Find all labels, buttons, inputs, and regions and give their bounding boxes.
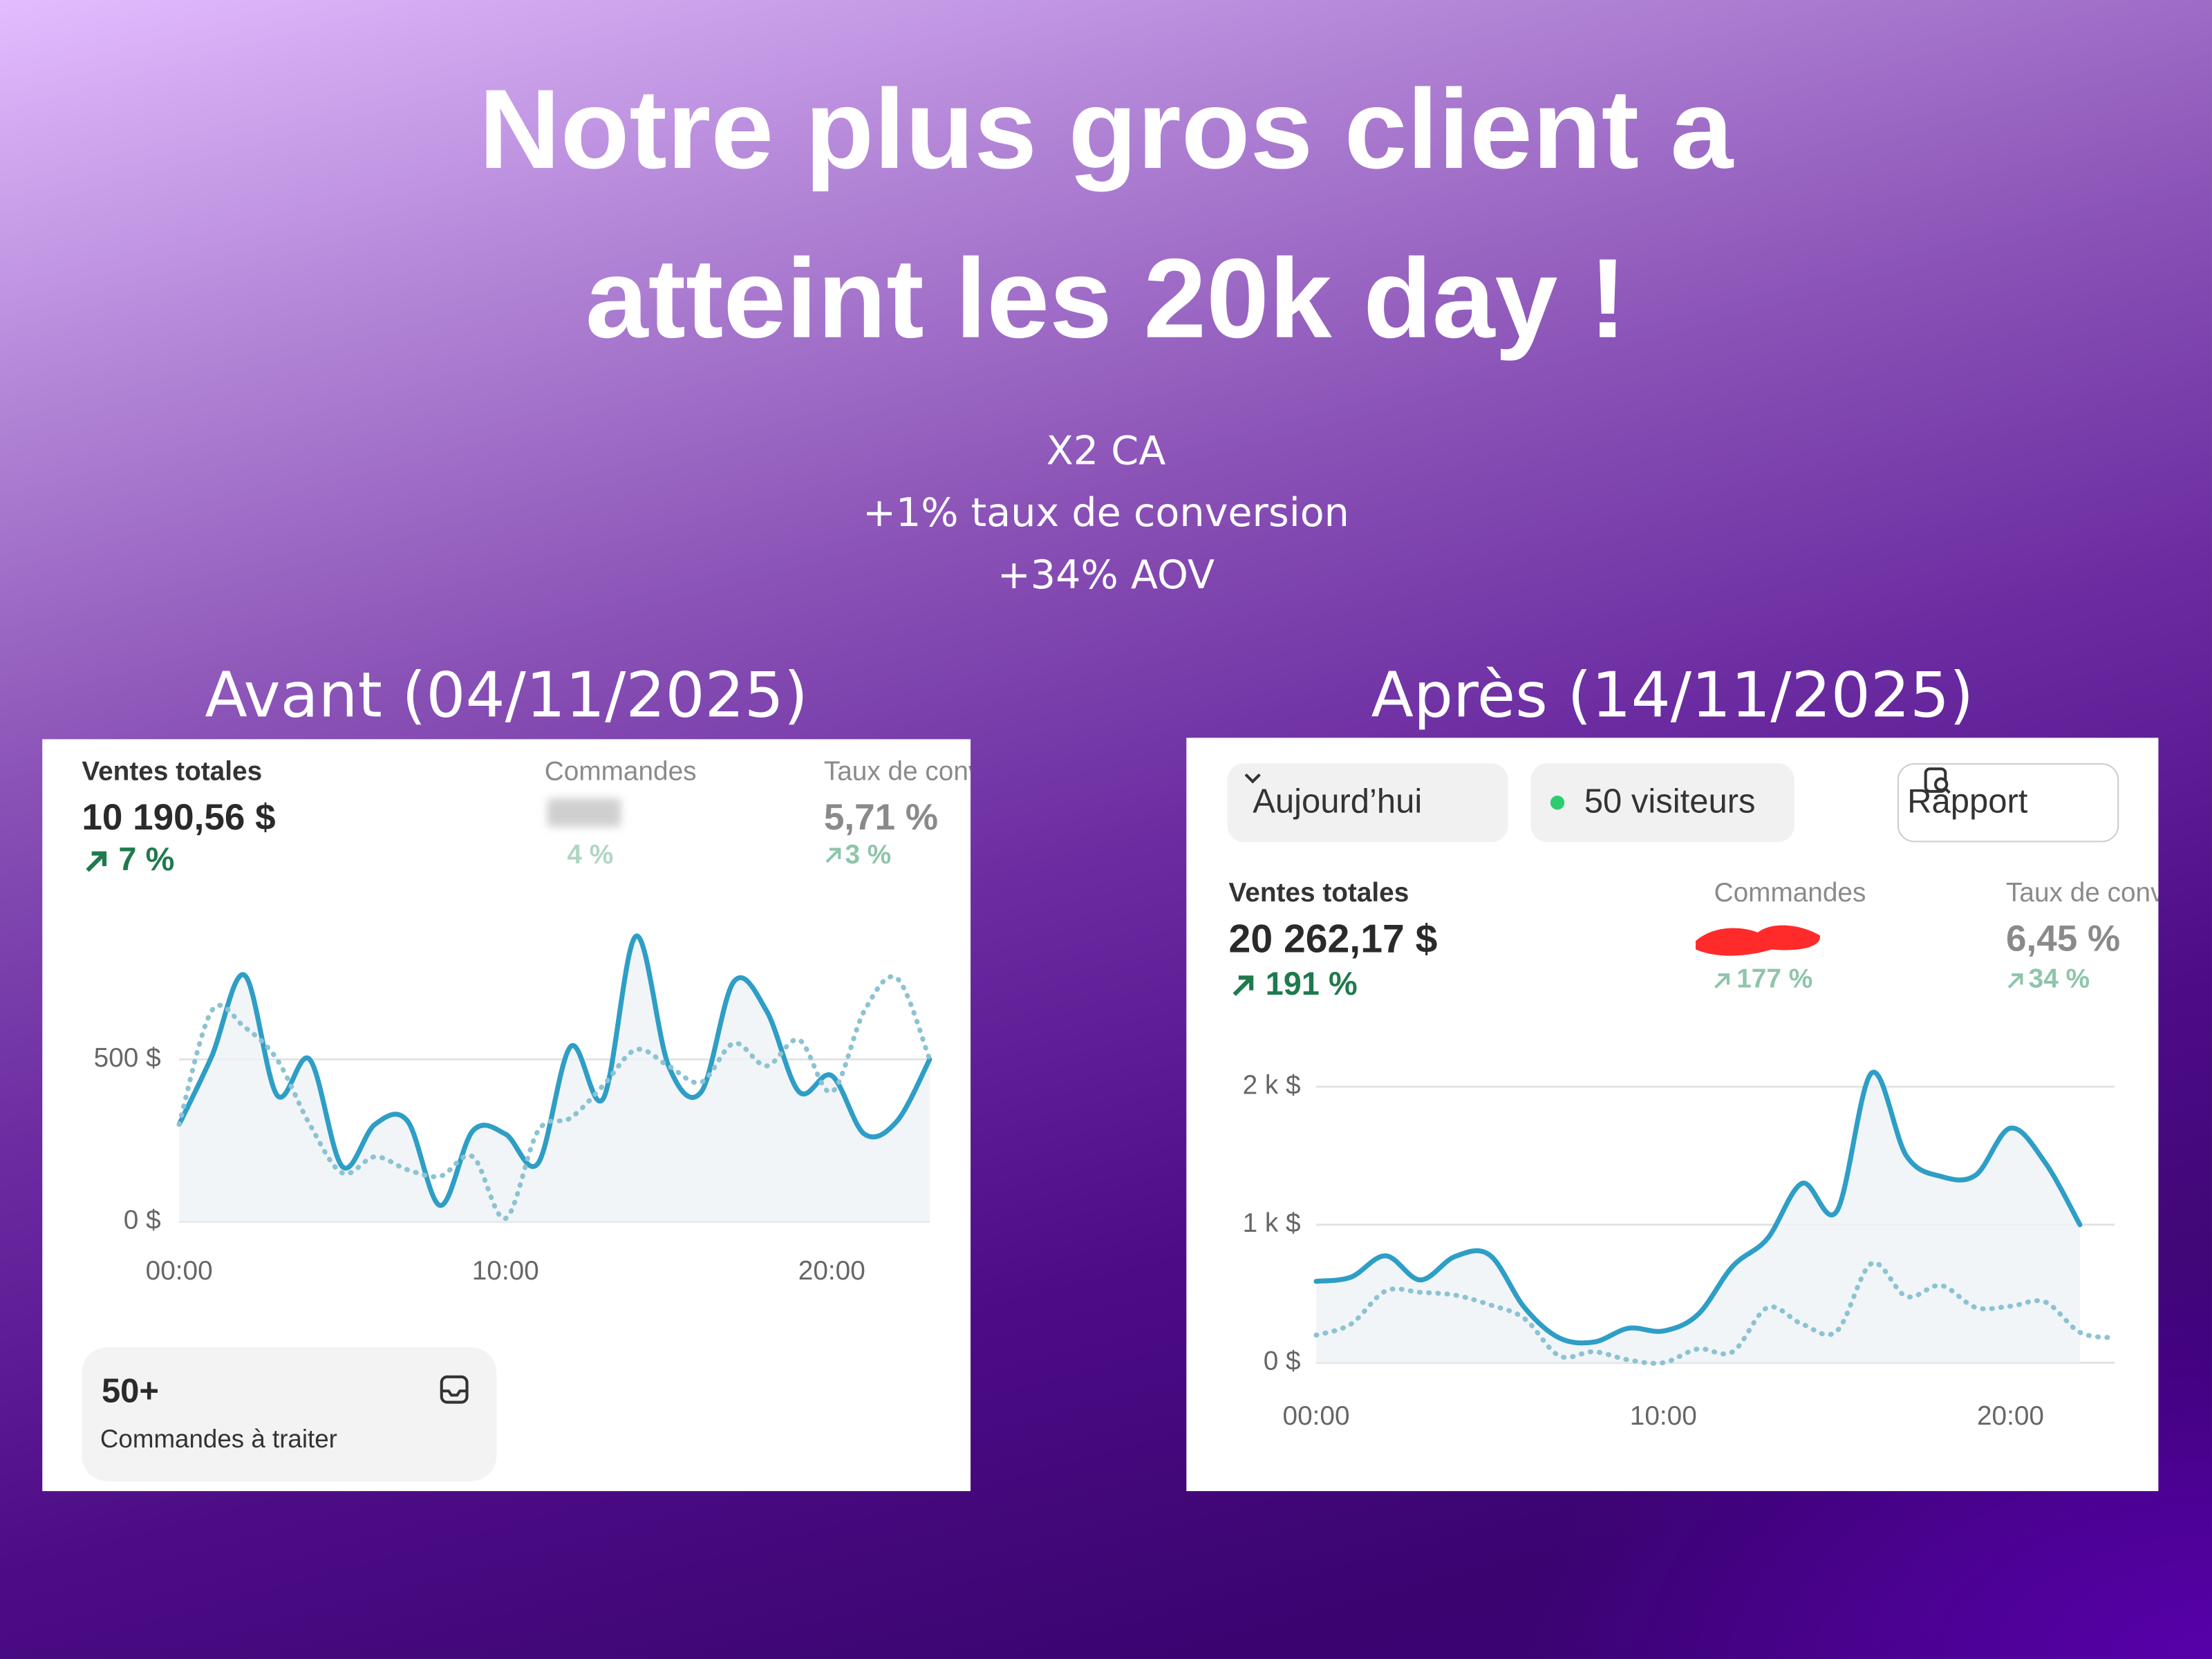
- title-line: Notre plus gros client a: [478, 66, 1734, 192]
- visitors-badge[interactable]: 50 visiteurs: [1530, 763, 1794, 843]
- x-tick-label: 00:00: [1283, 1401, 1350, 1431]
- kpi-label: Ventes totales: [82, 757, 263, 787]
- trend-icon: [1714, 973, 1730, 989]
- panel-heading: Après (14/11/2025): [1371, 660, 1974, 733]
- y-tick-label: 0 $: [124, 1206, 161, 1235]
- kpi-value: 20 262,17 $: [1228, 917, 1438, 961]
- redacted-value: [547, 798, 621, 827]
- kpi-label: Taux de conversion: [823, 757, 971, 787]
- area: [1316, 1072, 2080, 1363]
- y-tick-label: 1 k $: [1243, 1208, 1301, 1238]
- y-tick-label: 500 $: [94, 1043, 161, 1073]
- series-line: [176, 974, 932, 1221]
- kpi-label: Ventes totales: [1228, 879, 1409, 909]
- kpi-change: 34 %: [2028, 964, 2090, 995]
- visitors-label: 50 visiteurs: [1584, 782, 1756, 821]
- report-icon: [1924, 767, 1951, 794]
- subtitle-line: +34% AOV: [997, 551, 1215, 599]
- panel-heading: Avant (04/11/2025): [205, 660, 808, 733]
- period-label: Aujourd’hui: [1253, 782, 1423, 821]
- kpi-value: 5,71 %: [823, 796, 939, 838]
- kpi-label: Commandes: [1714, 879, 1866, 909]
- pending-count: 50+: [101, 1372, 160, 1411]
- chevron-icon: [1244, 773, 1261, 784]
- x-tick-label: 20:00: [1977, 1401, 2044, 1431]
- trend-icon: [825, 847, 841, 863]
- live-dot: [1550, 796, 1565, 810]
- kpi-change: 7 %: [118, 841, 175, 878]
- period-selector[interactable]: Aujourd’hui: [1227, 763, 1508, 843]
- y-tick-label: 0 $: [1264, 1347, 1301, 1376]
- subtitle-line: X2 CA: [1046, 427, 1166, 474]
- redaction-scribble: [1696, 925, 1820, 956]
- kpi-change: 191 %: [1265, 964, 1358, 1002]
- series-line: [176, 933, 932, 1208]
- report-button[interactable]: Rapport: [1897, 763, 2119, 843]
- pending-label: Commandes à traiter: [100, 1425, 337, 1454]
- series-line: [1313, 1069, 2083, 1346]
- chart: 0 $ 500 $ 00:00 10:00 20:00: [94, 933, 932, 1286]
- kpi-value: 6,45 %: [2006, 917, 2121, 959]
- screenshot-before: 0 $ 500 $ 00:00 10:00 20:00 Ventes totales 1…: [42, 739, 971, 1492]
- kpi-change: 177 %: [1736, 964, 1813, 995]
- trend-icon: [2007, 973, 2023, 989]
- pending-card[interactable]: 50+ Commandes à traiter: [82, 1347, 497, 1481]
- kpi-label: Commandes: [544, 757, 697, 787]
- x-tick-label: 10:00: [472, 1256, 539, 1286]
- title-line: atteint les 20k day !: [585, 235, 1627, 362]
- subtitle-line: +1% taux de conversion: [863, 489, 1349, 536]
- x-tick-label: 00:00: [146, 1256, 213, 1286]
- kpi-change: 4 %: [567, 841, 614, 871]
- series-line: [1313, 1260, 2117, 1366]
- kpi-change: 3 %: [845, 841, 892, 871]
- screenshot-after: 0 $ 1 k $ 2 k $ 00:00 10:00 20:00 Aujourd’hui…: [1186, 738, 2159, 1492]
- trend-icon: [86, 851, 107, 872]
- y-tick-label: 2 k $: [1243, 1070, 1301, 1100]
- inbox-icon: [440, 1375, 469, 1404]
- trend-icon: [1232, 975, 1254, 996]
- kpi-label: Taux de conversion: [2006, 879, 2158, 909]
- kpi-value: 10 190,56 $: [82, 796, 276, 838]
- area: [179, 935, 930, 1222]
- chart: 0 $ 1 k $ 2 k $ 00:00 10:00 20:00: [1243, 1069, 2117, 1431]
- x-tick-label: 20:00: [798, 1256, 865, 1286]
- x-tick-label: 10:00: [1630, 1401, 1697, 1431]
